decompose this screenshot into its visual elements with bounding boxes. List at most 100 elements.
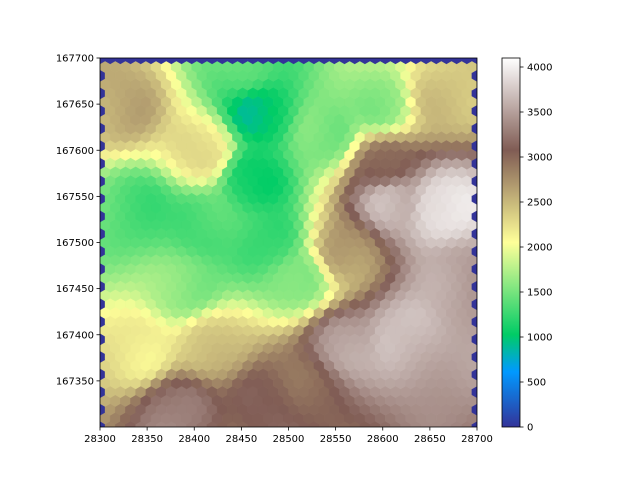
hex-cell: [318, 58, 330, 65]
hex-cell: [482, 193, 492, 205]
hex-cell: [288, 58, 299, 65]
hex-cell: [476, 186, 477, 194]
hex-cell: [100, 168, 101, 176]
hex-cell: [349, 58, 361, 65]
hex-cell: [476, 204, 477, 211]
hex-cell: [476, 81, 477, 88]
hex-cell: [359, 58, 371, 65]
hex-cell: [476, 221, 477, 229]
hex-cell: [482, 175, 492, 187]
hex-cell: [369, 58, 381, 65]
hex-cell: [85, 421, 95, 433]
hex-cell: [100, 309, 101, 317]
y-tick-label: 167550: [56, 192, 94, 203]
hex-cell: [100, 414, 101, 422]
hex-cell: [476, 379, 477, 387]
hex-cell: [461, 58, 473, 65]
hex-cell: [482, 333, 492, 345]
hex-cell: [165, 58, 177, 65]
colorbar-tick-label: 1500: [527, 288, 552, 299]
hex-cell: [482, 52, 492, 64]
hex-cell: [420, 58, 432, 65]
y-tick-label: 167400: [56, 330, 94, 341]
y-axis: 167350 167400 167450 167500 167550 167600 1676…: [56, 54, 100, 387]
hex-cell: [85, 210, 95, 222]
hex-cell: [476, 256, 477, 264]
hex-cell: [237, 58, 249, 65]
hex-cell: [227, 58, 238, 65]
hex-cell-layer: [85, 52, 492, 433]
hex-cell: [100, 362, 101, 369]
hex-cell: [476, 274, 477, 281]
x-tick-label: 28650: [414, 434, 446, 445]
hex-cell: [328, 58, 340, 65]
hex-cell: [476, 414, 477, 422]
x-tick-label: 28400: [178, 434, 210, 445]
hex-cell: [85, 157, 95, 169]
hex-cell: [482, 157, 492, 169]
hex-cell: [135, 58, 147, 65]
y-tick-label: 167350: [56, 376, 94, 387]
hex-cell: [476, 344, 477, 352]
hex-cell: [125, 58, 136, 65]
hex-cell: [196, 58, 208, 65]
hex-cell: [482, 245, 492, 257]
hex-cell: [85, 403, 95, 415]
colorbar-tick-label: 500: [527, 378, 546, 389]
colorbar-tick-label: 2000: [527, 243, 552, 254]
hex-cell: [100, 397, 101, 404]
colorbar: [501, 57, 521, 428]
hex-cell: [482, 368, 492, 380]
hex-cell: [476, 63, 477, 71]
x-tick-label: 28550: [320, 434, 352, 445]
colorbar-tick-label: 0: [527, 423, 533, 434]
hex-cell: [379, 58, 391, 65]
hex-cell: [482, 421, 492, 433]
hex-cell: [100, 221, 101, 229]
y-tick-label: 167500: [56, 238, 94, 249]
colorbar-tick-label: 1000: [527, 333, 552, 344]
colorbar-tick-label: 4000: [527, 63, 552, 74]
hex-cell: [308, 58, 320, 65]
x-tick-label: 28600: [367, 434, 399, 445]
x-tick-label: 28450: [225, 434, 257, 445]
hex-cell: [100, 344, 101, 352]
hex-cell: [145, 58, 157, 65]
hex-cell: [482, 210, 492, 222]
hex-cell: [100, 256, 101, 264]
hex-cell: [390, 58, 401, 65]
hex-cell: [100, 116, 101, 123]
hex-cell: [482, 122, 492, 134]
hex-cell: [430, 58, 442, 65]
colorbar-tick-label: 3000: [527, 153, 552, 164]
hex-cell: [482, 70, 492, 82]
hex-cell: [186, 58, 198, 65]
hex-cell: [216, 58, 228, 65]
y-tick-label: 167600: [56, 146, 94, 157]
x-axis: 28300 28350 28400 28450 28500 28550 28600 28650…: [84, 427, 493, 445]
hex-cell: [482, 228, 492, 240]
hex-cell: [476, 98, 477, 106]
hex-cell: [482, 105, 492, 117]
hex-cell: [476, 309, 477, 317]
hex-cell: [85, 263, 95, 275]
hex-cell: [85, 175, 95, 187]
hex-cell: [476, 151, 477, 158]
hex-cell: [257, 58, 269, 65]
hex-cell: [476, 239, 477, 246]
hex-cell: [482, 263, 492, 275]
hex-cell: [267, 58, 279, 65]
y-tick-label: 167650: [56, 100, 94, 111]
hex-cell: [100, 133, 101, 141]
hex-cell: [104, 58, 116, 65]
colorbar-axis: 0 500 1000 1500 2000 2500 3000 3500 4000: [520, 63, 552, 434]
hex-cell: [206, 58, 218, 65]
hex-cell: [85, 70, 95, 82]
hex-cell: [298, 58, 310, 65]
hex-cell: [476, 397, 477, 404]
colorbar-tick-label: 3500: [527, 108, 552, 119]
y-tick-label: 167700: [56, 54, 94, 65]
hex-cell: [482, 87, 492, 99]
